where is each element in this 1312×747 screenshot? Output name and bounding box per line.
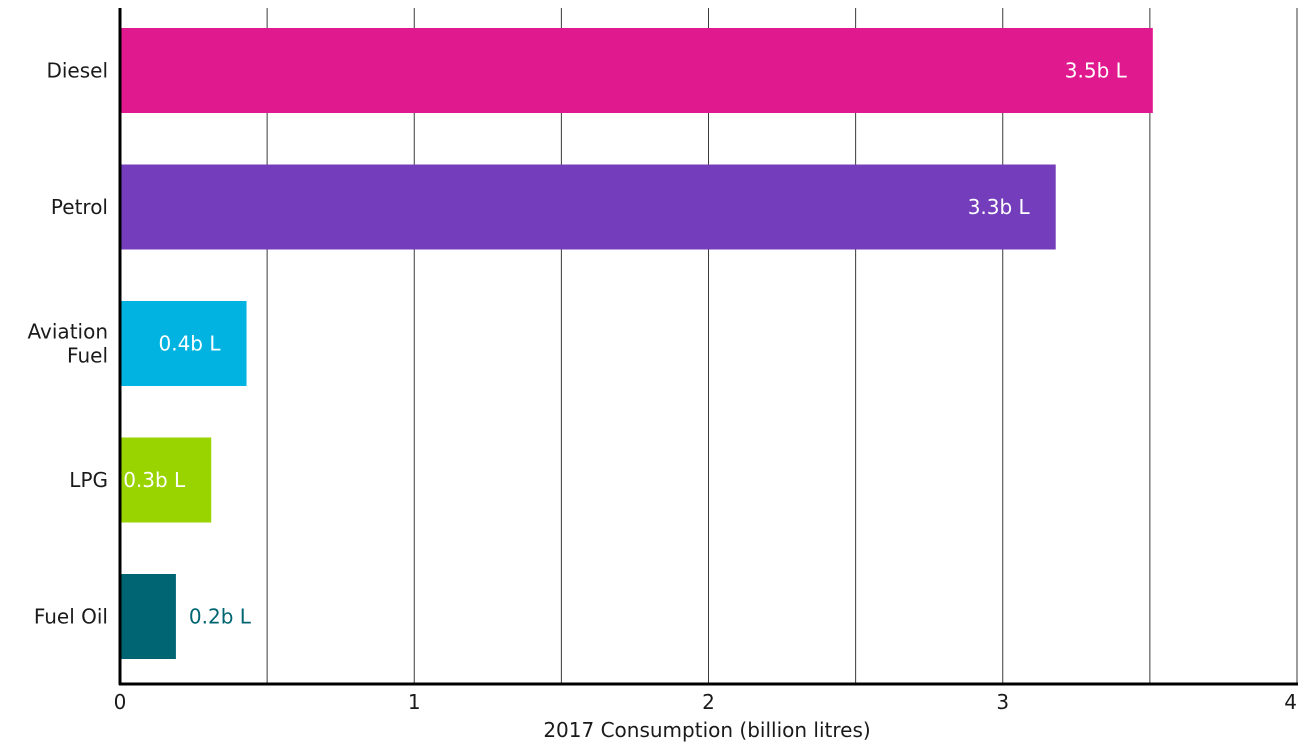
data-label: 3.5b L	[1065, 59, 1128, 83]
category-label: Aviation	[28, 320, 108, 344]
category-label: Diesel	[46, 59, 108, 83]
x-tick-label: 3	[996, 690, 1009, 714]
category-label: LPG	[69, 468, 108, 492]
category-label: Fuel Oil	[34, 605, 108, 629]
bar	[120, 437, 212, 523]
bar	[120, 164, 1056, 250]
bar	[120, 28, 1153, 113]
x-tick-label: 4	[1284, 690, 1297, 714]
bar	[120, 574, 176, 659]
bar	[120, 301, 247, 386]
data-label: 0.3b L	[123, 468, 186, 492]
bars	[120, 28, 1153, 659]
category-label: Fuel	[67, 344, 108, 368]
x-tick-label: 0	[114, 690, 127, 714]
data-label: 0.4b L	[159, 332, 222, 356]
x-tick-label: 2	[702, 690, 715, 714]
data-label: 0.2b L	[189, 605, 252, 629]
x-tick-label: 1	[408, 690, 421, 714]
gridlines	[266, 8, 1298, 684]
axes	[118, 8, 1298, 686]
data-label: 3.3b L	[968, 195, 1031, 219]
x-axis-title: 2017 Consumption (billion litres)	[543, 718, 870, 742]
category-label: Petrol	[51, 195, 108, 219]
